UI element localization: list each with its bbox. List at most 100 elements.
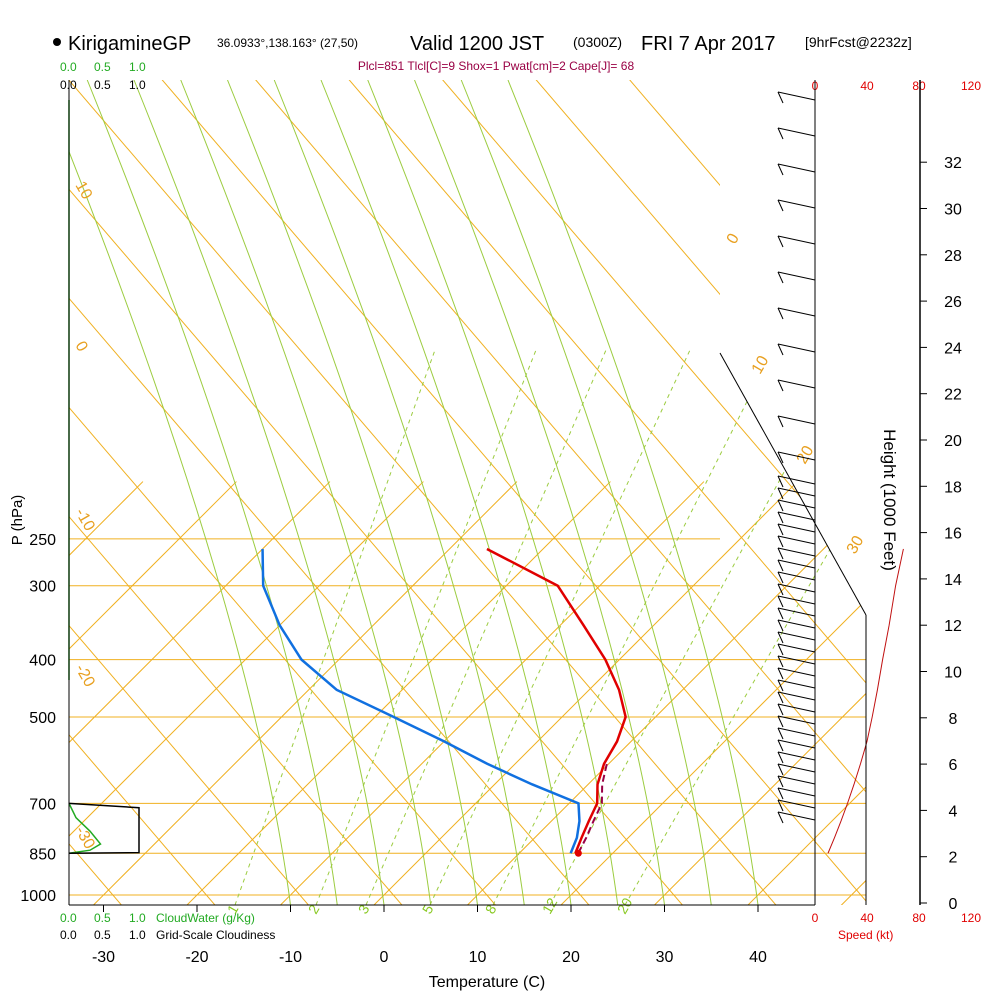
dry-adiabat--30	[69, 80, 224, 905]
moist-adiabat-30	[414, 80, 665, 905]
mixing-ratio-8	[492, 349, 774, 905]
height-tick-label-0: 0	[949, 896, 958, 913]
cloudwater-bottom-tick-0: 0.0	[60, 911, 77, 925]
mixing-ratio-3	[365, 349, 607, 905]
dry-adiabat-20	[69, 80, 692, 905]
wind-barb	[777, 307, 816, 320]
wind-barb	[777, 811, 816, 824]
wind-barb	[777, 499, 816, 512]
height-tick-label-12: 12	[944, 618, 962, 635]
moist-adiabat--10	[69, 80, 291, 905]
x-tick-label-20: 20	[562, 949, 580, 966]
wind-barb	[777, 739, 816, 752]
clipped-grid	[69, 80, 866, 905]
wind-speed-profile	[827, 548, 904, 854]
wind-barb	[777, 631, 816, 644]
speed-bottom-tick-80: 80	[912, 911, 926, 925]
isotherm-label-6: 10	[749, 353, 773, 377]
height-tick-label-32: 32	[944, 155, 962, 172]
dry-adiabat-30	[69, 80, 785, 905]
speed-top-tick-120: 120	[961, 79, 981, 93]
wind-barb	[777, 703, 816, 716]
series-parcel	[577, 763, 608, 854]
dry-adiabat-40	[157, 80, 866, 905]
wind-barb	[777, 691, 816, 704]
p-label-500: 500	[29, 710, 56, 727]
dry-adiabat-80	[531, 80, 866, 905]
height-tick-label-18: 18	[944, 479, 962, 496]
isotherm--60	[69, 481, 237, 905]
sounding-indices: Plcl=851 Tlcl[C]=9 Shox=1 Pwat[cm]=2 Cap…	[358, 59, 635, 73]
valid-time: Valid 1200 JST	[410, 33, 544, 55]
moist-adiabat-20	[320, 80, 572, 905]
height-tick-label-28: 28	[944, 248, 962, 265]
wind-barb	[777, 571, 816, 584]
wind-barb	[777, 607, 816, 620]
wind-barb	[777, 619, 816, 632]
dry-adiabat-50	[251, 80, 866, 905]
x-axis-title: Temperature (C)	[429, 974, 545, 991]
mixing-ratio-5	[429, 349, 691, 905]
x-tick-label-40: 40	[749, 949, 767, 966]
x-tick-label-30: 30	[656, 949, 674, 966]
mixing-ratio-label-2: 2	[305, 902, 323, 917]
mixing-ratio-label-8: 8	[482, 902, 500, 917]
cloudwater-bottom-tick-2: 1.0	[129, 911, 146, 925]
wind-barb	[777, 415, 816, 428]
wind-barb	[777, 775, 816, 788]
header-bullet	[53, 38, 61, 46]
isotherm-10	[464, 481, 866, 905]
utc-time: (0300Z)	[573, 34, 622, 50]
dry-adiabat-110	[812, 80, 866, 905]
cloudiness-bottom-tick-0: 0.0	[60, 928, 77, 942]
cloudiness-bottom-tick-1: 0.5	[94, 928, 111, 942]
moist-adiabat--5	[86, 80, 338, 905]
height-tick-label-30: 30	[944, 202, 962, 219]
dry-adiabat-0	[69, 80, 505, 905]
wind-barb	[777, 343, 816, 356]
x-tick-label--10: -10	[279, 949, 302, 966]
isotherm-40	[745, 481, 866, 905]
isotherm-30	[651, 481, 866, 905]
x-tick-label-0: 0	[380, 949, 389, 966]
wind-barb	[777, 451, 816, 464]
isotherm--40	[69, 481, 424, 905]
speed-bottom-tick-120: 120	[961, 911, 981, 925]
panel-divider	[719, 352, 867, 616]
forecast-info: [9hrFcst@2232z]	[805, 34, 912, 50]
cloudiness-top-tick-1: 0.5	[94, 78, 111, 92]
p-label-250: 250	[29, 532, 56, 549]
speed-top-tick-80: 80	[912, 79, 926, 93]
dry-adiabat--10	[69, 80, 411, 905]
wind-barb	[777, 643, 816, 656]
wind-barb	[777, 511, 816, 524]
wind-barb	[777, 679, 816, 692]
speed-bottom-tick-0: 0	[812, 911, 819, 925]
mixing-ratio-12	[549, 349, 851, 905]
wind-barb	[777, 763, 816, 776]
wind-barb	[777, 595, 816, 608]
wind-barb	[777, 667, 816, 680]
station-coords: 36.0933°,138.163° (27,50)	[217, 36, 358, 50]
height-tick-label-14: 14	[944, 572, 962, 589]
mixing-ratio-20	[624, 349, 866, 905]
isotherm--10	[277, 481, 705, 905]
isotherm-label-7: 20	[794, 443, 818, 467]
wind-barbs	[777, 91, 816, 824]
height-tick-label-6: 6	[949, 757, 958, 774]
height-tick-label-4: 4	[949, 803, 958, 820]
cloudiness-bottom-tick-2: 1.0	[129, 928, 146, 942]
moist-adiabat-0	[133, 80, 385, 905]
p-label-850: 850	[29, 846, 56, 863]
x-tick-label--30: -30	[92, 949, 115, 966]
wind-barb	[777, 799, 816, 812]
wind-barb	[777, 235, 816, 248]
cloudwater-label: CloudWater (g/Kg)	[156, 911, 255, 925]
series-temperature	[486, 547, 627, 854]
wind-barb	[777, 163, 816, 176]
isotherm-label-3: -20	[72, 662, 98, 691]
isotherm-label-8: 30	[844, 533, 868, 557]
wind-barb	[777, 199, 816, 212]
